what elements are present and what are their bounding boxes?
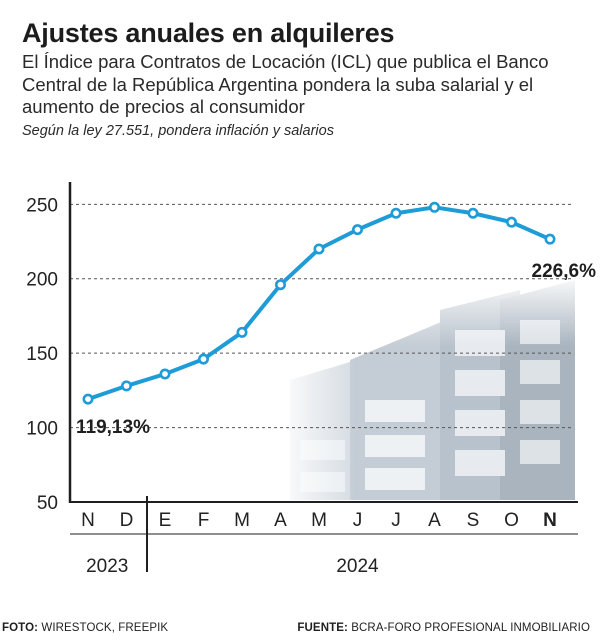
data-point-5 xyxy=(274,279,286,291)
buildings-photo xyxy=(280,280,580,502)
series-icl xyxy=(82,201,556,405)
y-tick-label-1: 100 xyxy=(26,419,58,440)
x-tick-label-6: M xyxy=(311,510,327,531)
y-tick-label-2: 150 xyxy=(26,344,58,365)
data-point-10 xyxy=(467,207,479,219)
x-tick-label-3: F xyxy=(198,510,210,531)
data-point-2 xyxy=(159,368,171,380)
data-point-8 xyxy=(390,207,402,219)
y-tick-label-0: 50 xyxy=(37,493,58,514)
y-tick-label-4: 250 xyxy=(26,195,58,216)
y-tick-label-3: 200 xyxy=(26,270,58,291)
x-tick-label-7: J xyxy=(353,510,363,531)
x-tick-label-11: O xyxy=(504,510,519,531)
data-point-4 xyxy=(236,326,248,338)
x-tick-label-2: E xyxy=(159,510,172,531)
line-chart: 50 100 150 200 250 N D E F M A M J J A S O N 2023 2024 11… xyxy=(26,182,596,577)
x-tick-label-10: S xyxy=(467,510,480,531)
photo-credit-label: FOTO: xyxy=(2,622,39,634)
chart-subtitle: El Índice para Contratos de Locación (IC… xyxy=(22,51,549,117)
photo-credit-text: WIRESTOCK, FREEPIK xyxy=(41,622,169,634)
x-tick-label-1: D xyxy=(120,510,134,531)
source-credit: FUENTE: BCRA-FORO PROFESIONAL INMOBILIAR… xyxy=(297,622,590,634)
data-label-0: 119,13% xyxy=(76,417,150,438)
data-point-6 xyxy=(313,243,325,255)
chart-note: Según la ley 27.551, pondera inflación y… xyxy=(22,123,334,139)
data-label-1: 226,6% xyxy=(532,261,597,282)
chart-title: Ajustes anuales en alquileres xyxy=(22,18,395,48)
year-label-1: 2024 xyxy=(336,556,379,577)
data-point-11 xyxy=(505,216,517,228)
year-labels: 2023 2024 xyxy=(86,556,379,577)
year-label-0: 2023 xyxy=(86,556,128,577)
source-credit-label: FUENTE: xyxy=(297,622,348,634)
x-tick-label-8: J xyxy=(391,510,401,531)
source-credit-text: BCRA-FORO PROFESIONAL INMOBILIARIO xyxy=(351,622,590,634)
x-tick-label-4: M xyxy=(234,510,250,531)
data-point-7 xyxy=(351,224,363,236)
data-point-9 xyxy=(428,201,440,213)
data-point-0 xyxy=(82,393,94,405)
data-annotations: 119,13% 226,6% xyxy=(76,261,596,438)
x-tick-label-12: N xyxy=(543,510,557,531)
x-tick-label-9: A xyxy=(428,510,441,531)
x-tick-label-0: N xyxy=(81,510,95,531)
data-point-12 xyxy=(544,233,556,245)
photo-credit: FOTO: WIRESTOCK, FREEPIK xyxy=(2,622,168,634)
y-axis-labels: 50 100 150 200 250 xyxy=(26,195,58,514)
data-point-1 xyxy=(121,380,133,392)
data-point-3 xyxy=(198,353,210,365)
x-tick-label-5: A xyxy=(274,510,287,531)
